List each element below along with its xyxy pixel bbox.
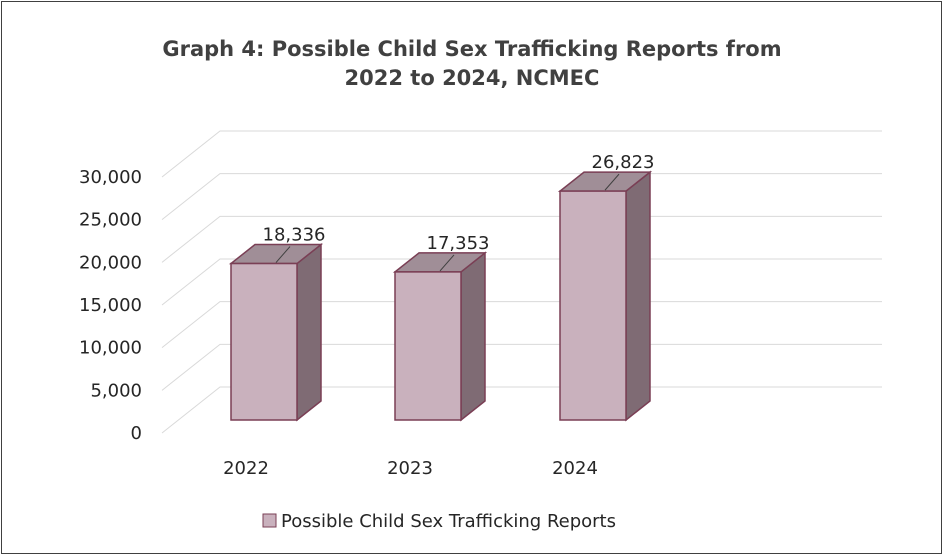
data-label-leader <box>439 254 455 272</box>
bar-side <box>296 242 322 422</box>
x-tick-label: 2024 <box>552 458 598 479</box>
bar-front <box>559 190 627 421</box>
y-tick-label: 20,000 <box>79 252 142 273</box>
gridline <box>161 343 882 391</box>
legend-label: Possible Child Sex Trafficking Reports <box>281 511 616 532</box>
legend-swatch <box>262 513 277 528</box>
y-tick-label: 5,000 <box>90 380 142 401</box>
y-tick-label: 0 <box>131 423 142 444</box>
bar-2024 <box>557 170 653 422</box>
gridline <box>161 173 882 221</box>
y-tick-label: 30,000 <box>79 167 142 188</box>
x-tick-label: 2022 <box>223 458 269 479</box>
bars <box>228 170 653 422</box>
data-label-leader <box>604 173 620 191</box>
data-labels: 18,336 17,353 26,823 <box>263 152 655 272</box>
x-axis-ticks: 2022 2023 2024 <box>223 458 598 479</box>
bar-side <box>625 170 651 422</box>
legend: Possible Child Sex Trafficking Reports <box>262 511 616 532</box>
data-label: 17,353 <box>427 233 490 254</box>
chart-title-line-2: 2022 to 2024, NCMEC <box>345 66 600 90</box>
bar-front <box>230 262 298 421</box>
y-tick-label: 10,000 <box>79 338 142 359</box>
bar-front <box>394 271 462 421</box>
gridline <box>161 386 882 434</box>
gridline <box>161 130 882 178</box>
data-label: 18,336 <box>263 225 326 246</box>
y-axis-ticks: 0 5,000 10,000 15,000 20,000 25,000 30,000 <box>79 167 142 444</box>
bar-side <box>460 251 486 422</box>
y-tick-label: 15,000 <box>79 295 142 316</box>
y-tick-label: 25,000 <box>79 210 142 231</box>
chart-title-line-1: Graph 4: Possible Child Sex Trafficking … <box>162 37 781 61</box>
gridlines <box>161 130 882 434</box>
gridline <box>161 258 882 306</box>
bar-2022 <box>228 242 324 422</box>
gridline <box>161 301 882 349</box>
gridline <box>161 215 882 263</box>
data-label: 26,823 <box>592 152 655 173</box>
data-label-leader <box>275 246 291 263</box>
chart-title: Graph 4: Possible Child Sex Trafficking … <box>162 37 781 90</box>
bar-2023 <box>392 251 488 422</box>
x-tick-label: 2023 <box>387 458 433 479</box>
